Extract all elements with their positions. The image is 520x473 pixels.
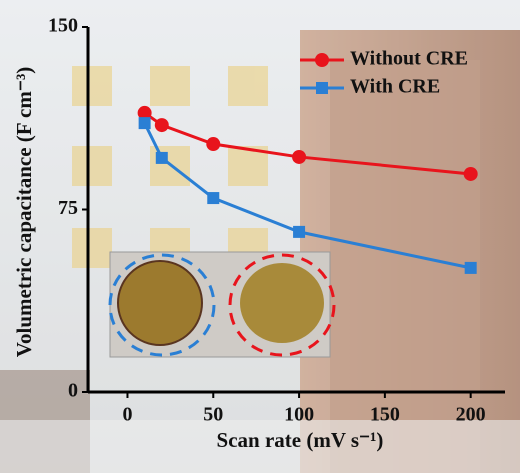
- x-tick-label: 150: [370, 404, 400, 426]
- x-axis-label: Scan rate (mV s⁻¹): [217, 428, 384, 452]
- data-point: [137, 105, 152, 120]
- legend-label: Without CRE: [350, 48, 468, 70]
- x-tick-label: 200: [456, 404, 486, 426]
- y-tick-label: 0: [68, 380, 78, 402]
- legend-marker: [316, 82, 328, 94]
- x-tick-label: 0: [122, 404, 132, 426]
- inset-photo: [108, 251, 336, 358]
- data-point: [154, 118, 169, 133]
- data-point: [138, 117, 151, 130]
- legend-label: With CRE: [350, 76, 440, 98]
- data-point: [292, 149, 307, 164]
- data-point: [293, 225, 306, 238]
- data-point: [207, 192, 220, 205]
- data-point: [206, 137, 221, 152]
- y-tick-label: 75: [58, 197, 78, 219]
- y-tick-label: 150: [48, 15, 78, 37]
- x-tick-label: 50: [203, 404, 223, 426]
- data-point: [464, 261, 477, 274]
- y-axis-label: Volumetric capacitance (F cm⁻³): [12, 67, 36, 357]
- data-point: [463, 166, 478, 181]
- data-point: [155, 151, 168, 164]
- x-tick-label: 100: [284, 404, 314, 426]
- legend-marker: [315, 53, 329, 67]
